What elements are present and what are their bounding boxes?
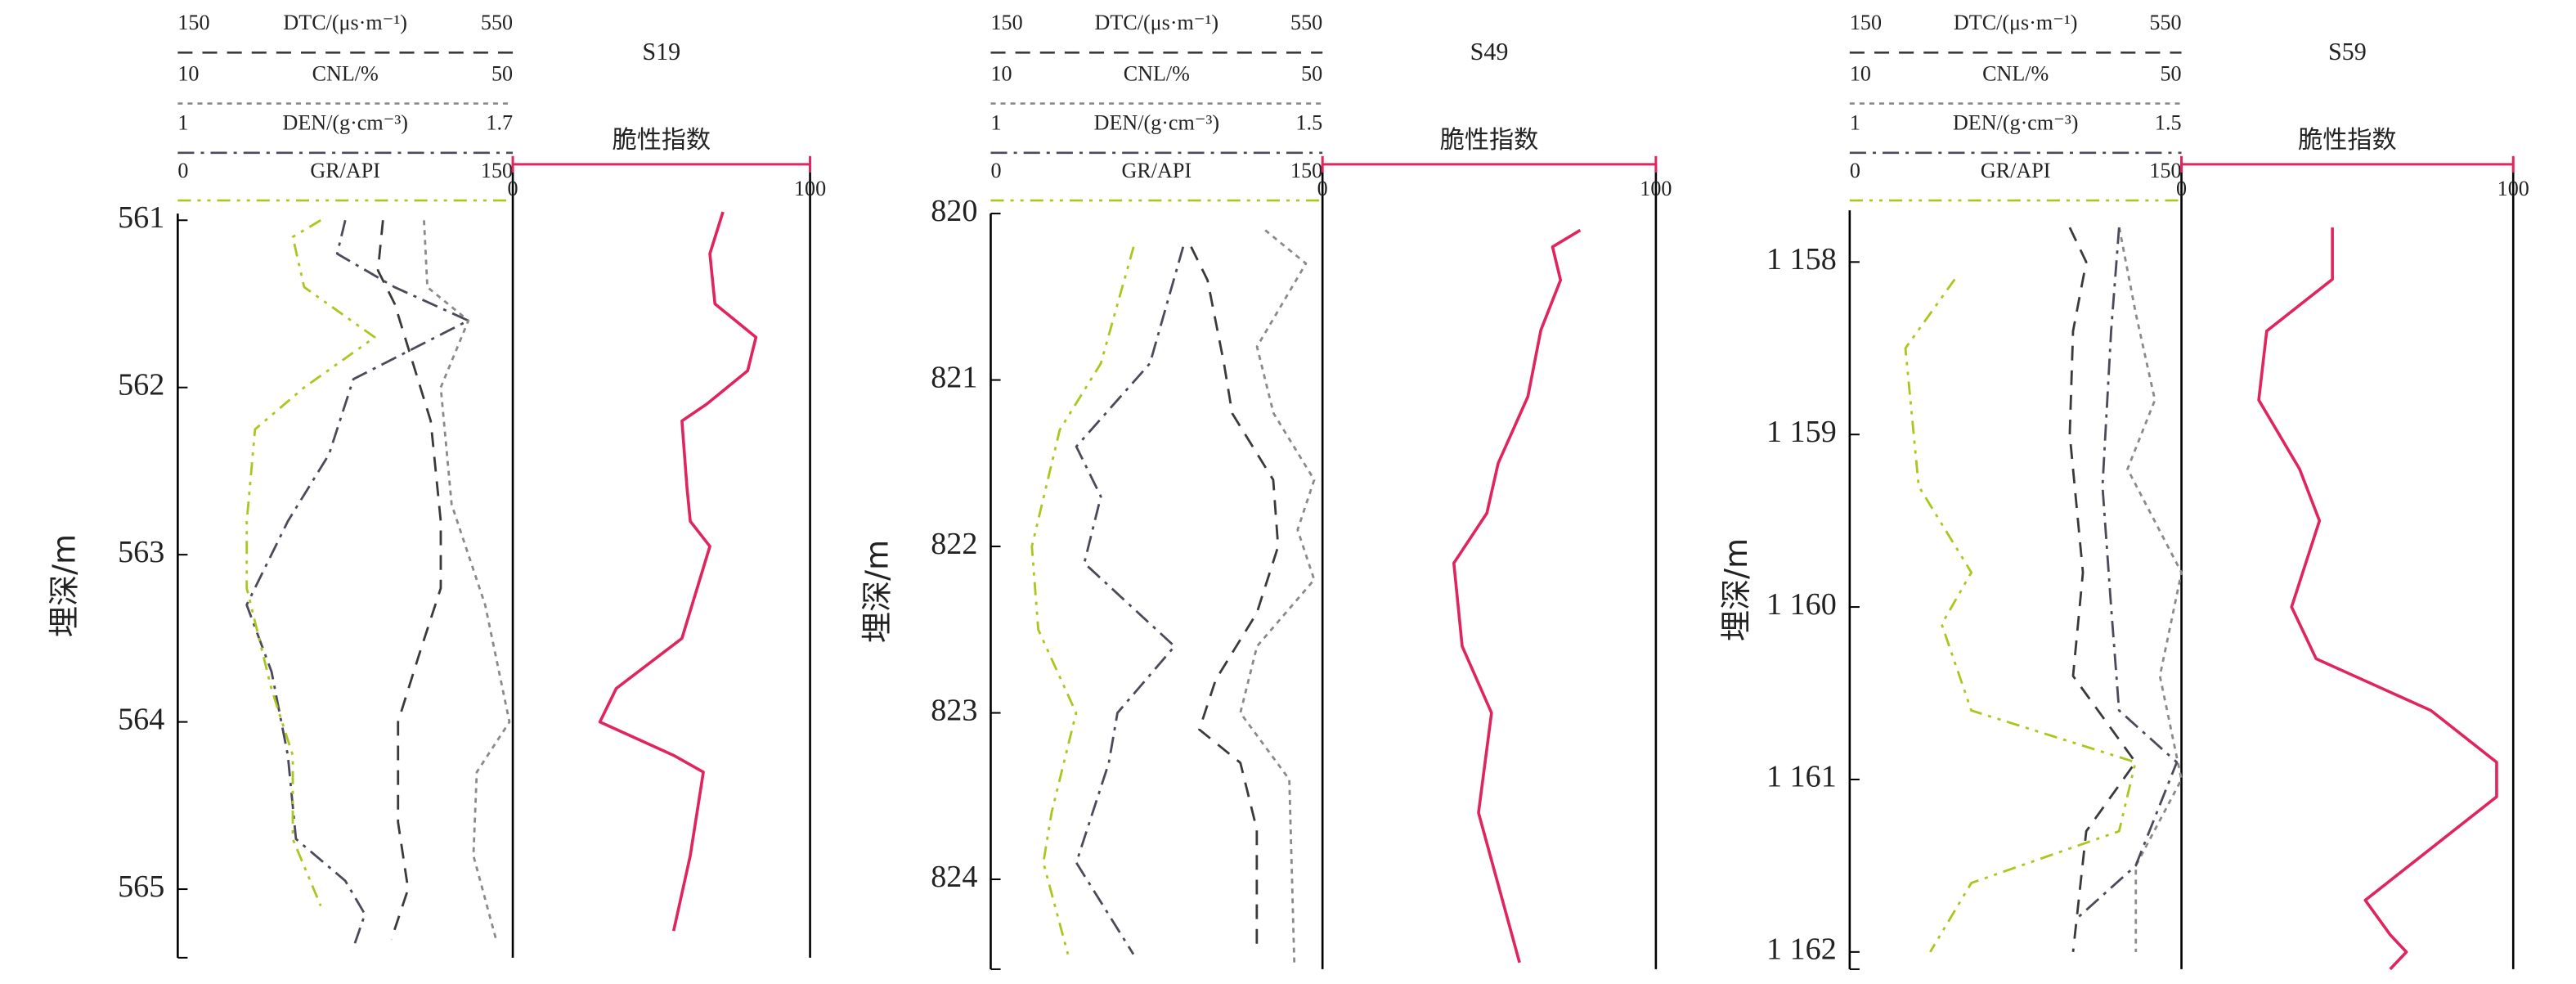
y-tick-label: 822 xyxy=(931,527,977,561)
legend-label: DTC/(μs·m⁻¹) xyxy=(1954,11,2078,34)
log-curve xyxy=(423,220,511,940)
legend-label: 脆性指数 xyxy=(2298,126,2396,155)
legend-label: DTC/(μs·m⁻¹) xyxy=(283,11,407,34)
y-tick-label: 1 162 xyxy=(1766,932,1837,967)
panel-title: S59 xyxy=(2328,38,2367,65)
y-tick-label: 1 161 xyxy=(1766,760,1837,794)
log-curve xyxy=(1075,246,1185,955)
y-tick-label: 1 160 xyxy=(1766,587,1837,622)
scale-label: 1.5 xyxy=(2155,111,2182,135)
log-curve xyxy=(376,220,442,940)
legend-label: 脆性指数 xyxy=(613,126,711,155)
legend-label: DEN/(g·cm⁻³) xyxy=(1094,111,1219,135)
y-tick-label: 564 xyxy=(118,702,164,736)
scale-label: 1.5 xyxy=(1296,111,1323,135)
scale-label: 150 xyxy=(2149,159,2181,182)
log-curve xyxy=(1030,246,1135,955)
legend-label: CNL/% xyxy=(1982,61,2049,85)
scale-label: 100 xyxy=(2497,177,2529,200)
scale-label: 550 xyxy=(2149,11,2181,34)
legend-label: GR/API xyxy=(1981,159,2051,182)
scale-label: 0 xyxy=(177,159,188,182)
legend-label: CNL/% xyxy=(1124,61,1190,85)
y-tick-label: 1 159 xyxy=(1766,415,1837,449)
log-curve xyxy=(598,211,758,932)
scale-label: 1 xyxy=(177,111,188,135)
scale-label: 0 xyxy=(1317,177,1328,200)
panel-title: S19 xyxy=(642,38,680,65)
y-tick-label: 561 xyxy=(118,200,164,235)
log-curve xyxy=(2068,227,2137,952)
scale-label: 150 xyxy=(1850,11,1882,34)
scale-label: 150 xyxy=(481,159,513,182)
legend-label: 脆性指数 xyxy=(1440,126,1538,155)
scale-label: 550 xyxy=(481,11,513,34)
scale-label: 0 xyxy=(508,177,518,200)
y-tick-label: 820 xyxy=(931,194,977,228)
panel-title: S49 xyxy=(1470,38,1509,65)
log-curve xyxy=(2257,227,2498,971)
y-tick-label: 1 158 xyxy=(1766,242,1837,276)
y-axis-label: 埋深/m xyxy=(1718,538,1754,641)
scale-label: 0 xyxy=(2176,177,2187,200)
legend-label: GR/API xyxy=(1122,159,1192,182)
legend-label: CNL/% xyxy=(312,61,379,85)
log-curve xyxy=(245,219,470,949)
y-axis-label: 埋深/m xyxy=(859,540,895,643)
scale-label: 50 xyxy=(1301,61,1322,85)
y-tick-label: 562 xyxy=(118,367,164,402)
y-tick-label: 821 xyxy=(931,360,977,394)
log-curve xyxy=(1239,229,1316,963)
y-tick-label: 565 xyxy=(118,869,164,904)
scale-label: 10 xyxy=(177,61,199,85)
log-curve xyxy=(1904,278,2137,953)
y-axis-label: 埋深/m xyxy=(46,534,82,637)
scale-label: 100 xyxy=(794,177,826,200)
legend-label: DEN/(g·cm⁻³) xyxy=(1953,111,2078,135)
scale-label: 50 xyxy=(2160,61,2181,85)
scale-label: 150 xyxy=(990,11,1022,34)
scale-label: 1 xyxy=(1850,111,1860,135)
legend-label: DEN/(g·cm⁻³) xyxy=(282,111,407,135)
log-curve xyxy=(245,219,376,907)
scale-label: 0 xyxy=(990,159,1001,182)
scale-label: 100 xyxy=(1640,177,1672,200)
y-tick-label: 823 xyxy=(931,693,977,727)
scale-label: 10 xyxy=(1850,61,1871,85)
log-curve xyxy=(2118,227,2183,952)
legend-label: GR/API xyxy=(310,159,380,182)
legend-label: DTC/(μs·m⁻¹) xyxy=(1095,11,1219,34)
scale-label: 0 xyxy=(1850,159,1860,182)
scale-label: 50 xyxy=(491,61,513,85)
y-tick-label: 563 xyxy=(118,535,164,569)
scale-label: 150 xyxy=(177,11,209,34)
scale-label: 550 xyxy=(1290,11,1322,34)
log-curve xyxy=(2077,227,2179,919)
scale-label: 1 xyxy=(990,111,1001,135)
log-curve xyxy=(1452,228,1582,964)
log-curve xyxy=(1190,246,1280,946)
y-tick-label: 824 xyxy=(931,860,977,894)
scale-label: 10 xyxy=(990,61,1012,85)
scale-label: 150 xyxy=(1290,159,1322,182)
scale-label: 1.7 xyxy=(486,111,513,135)
